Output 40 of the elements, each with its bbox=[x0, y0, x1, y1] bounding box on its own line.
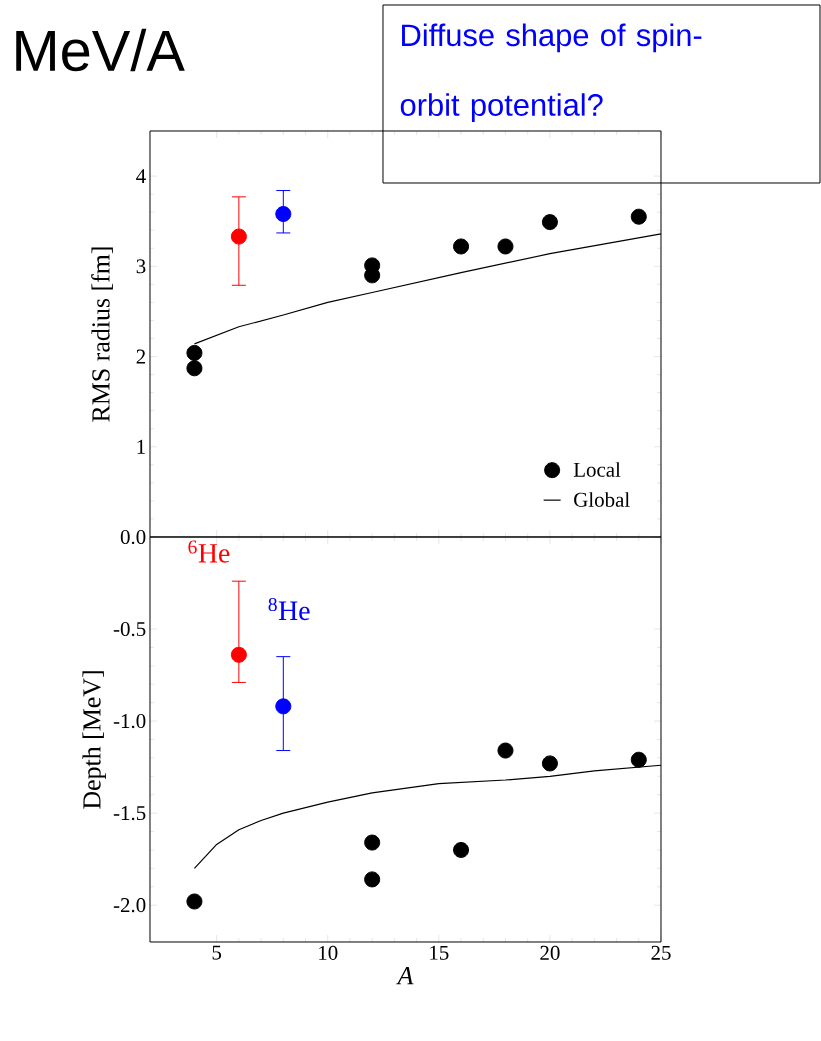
point bbox=[364, 834, 381, 851]
legend-label: Global bbox=[574, 492, 630, 507]
y-tick-label: 4 bbox=[136, 169, 146, 183]
y-axis-title: Depth [MeV] bbox=[82, 671, 106, 809]
x-tick-label: 10 bbox=[319, 945, 338, 960]
x-tick-label: 15 bbox=[430, 945, 449, 960]
point bbox=[230, 646, 247, 663]
x-tick-label: 25 bbox=[651, 945, 671, 960]
point bbox=[541, 755, 558, 772]
y-tick-label: 0.0 bbox=[120, 529, 146, 545]
legend-label: Local bbox=[573, 462, 621, 477]
y-tick-label: -1.5 bbox=[113, 806, 146, 821]
point bbox=[630, 208, 647, 225]
y-tick-label: -0.5 bbox=[113, 621, 146, 637]
x-axis-title: A bbox=[396, 967, 414, 985]
point bbox=[230, 228, 247, 245]
point bbox=[364, 871, 381, 888]
y-tick-label: -2.0 bbox=[113, 898, 146, 913]
point bbox=[497, 238, 514, 255]
annotation: $^{8}$He bbox=[268, 597, 310, 621]
point bbox=[275, 206, 292, 222]
y-axis-title: RMS radius [fm] bbox=[91, 247, 113, 422]
point bbox=[275, 698, 292, 715]
x-tick-label: 20 bbox=[540, 945, 560, 960]
point bbox=[186, 360, 203, 377]
point bbox=[497, 742, 514, 759]
y-tick-label: 3 bbox=[136, 259, 146, 274]
y-tick-label: 1 bbox=[137, 439, 145, 454]
point bbox=[186, 344, 203, 361]
y-tick-label: -1.0 bbox=[113, 713, 146, 729]
y-tick-label: 2 bbox=[136, 349, 146, 364]
point bbox=[630, 751, 647, 768]
text: Diffuse shape of spin-orbit potential? bbox=[400, 23, 702, 123]
annotation: $^{6}$He bbox=[188, 540, 230, 563]
point bbox=[541, 214, 558, 231]
point bbox=[453, 238, 470, 255]
point bbox=[453, 841, 470, 858]
text: MeV/A bbox=[16, 28, 185, 72]
point bbox=[186, 893, 203, 910]
x-tick-label: 5 bbox=[212, 945, 222, 960]
